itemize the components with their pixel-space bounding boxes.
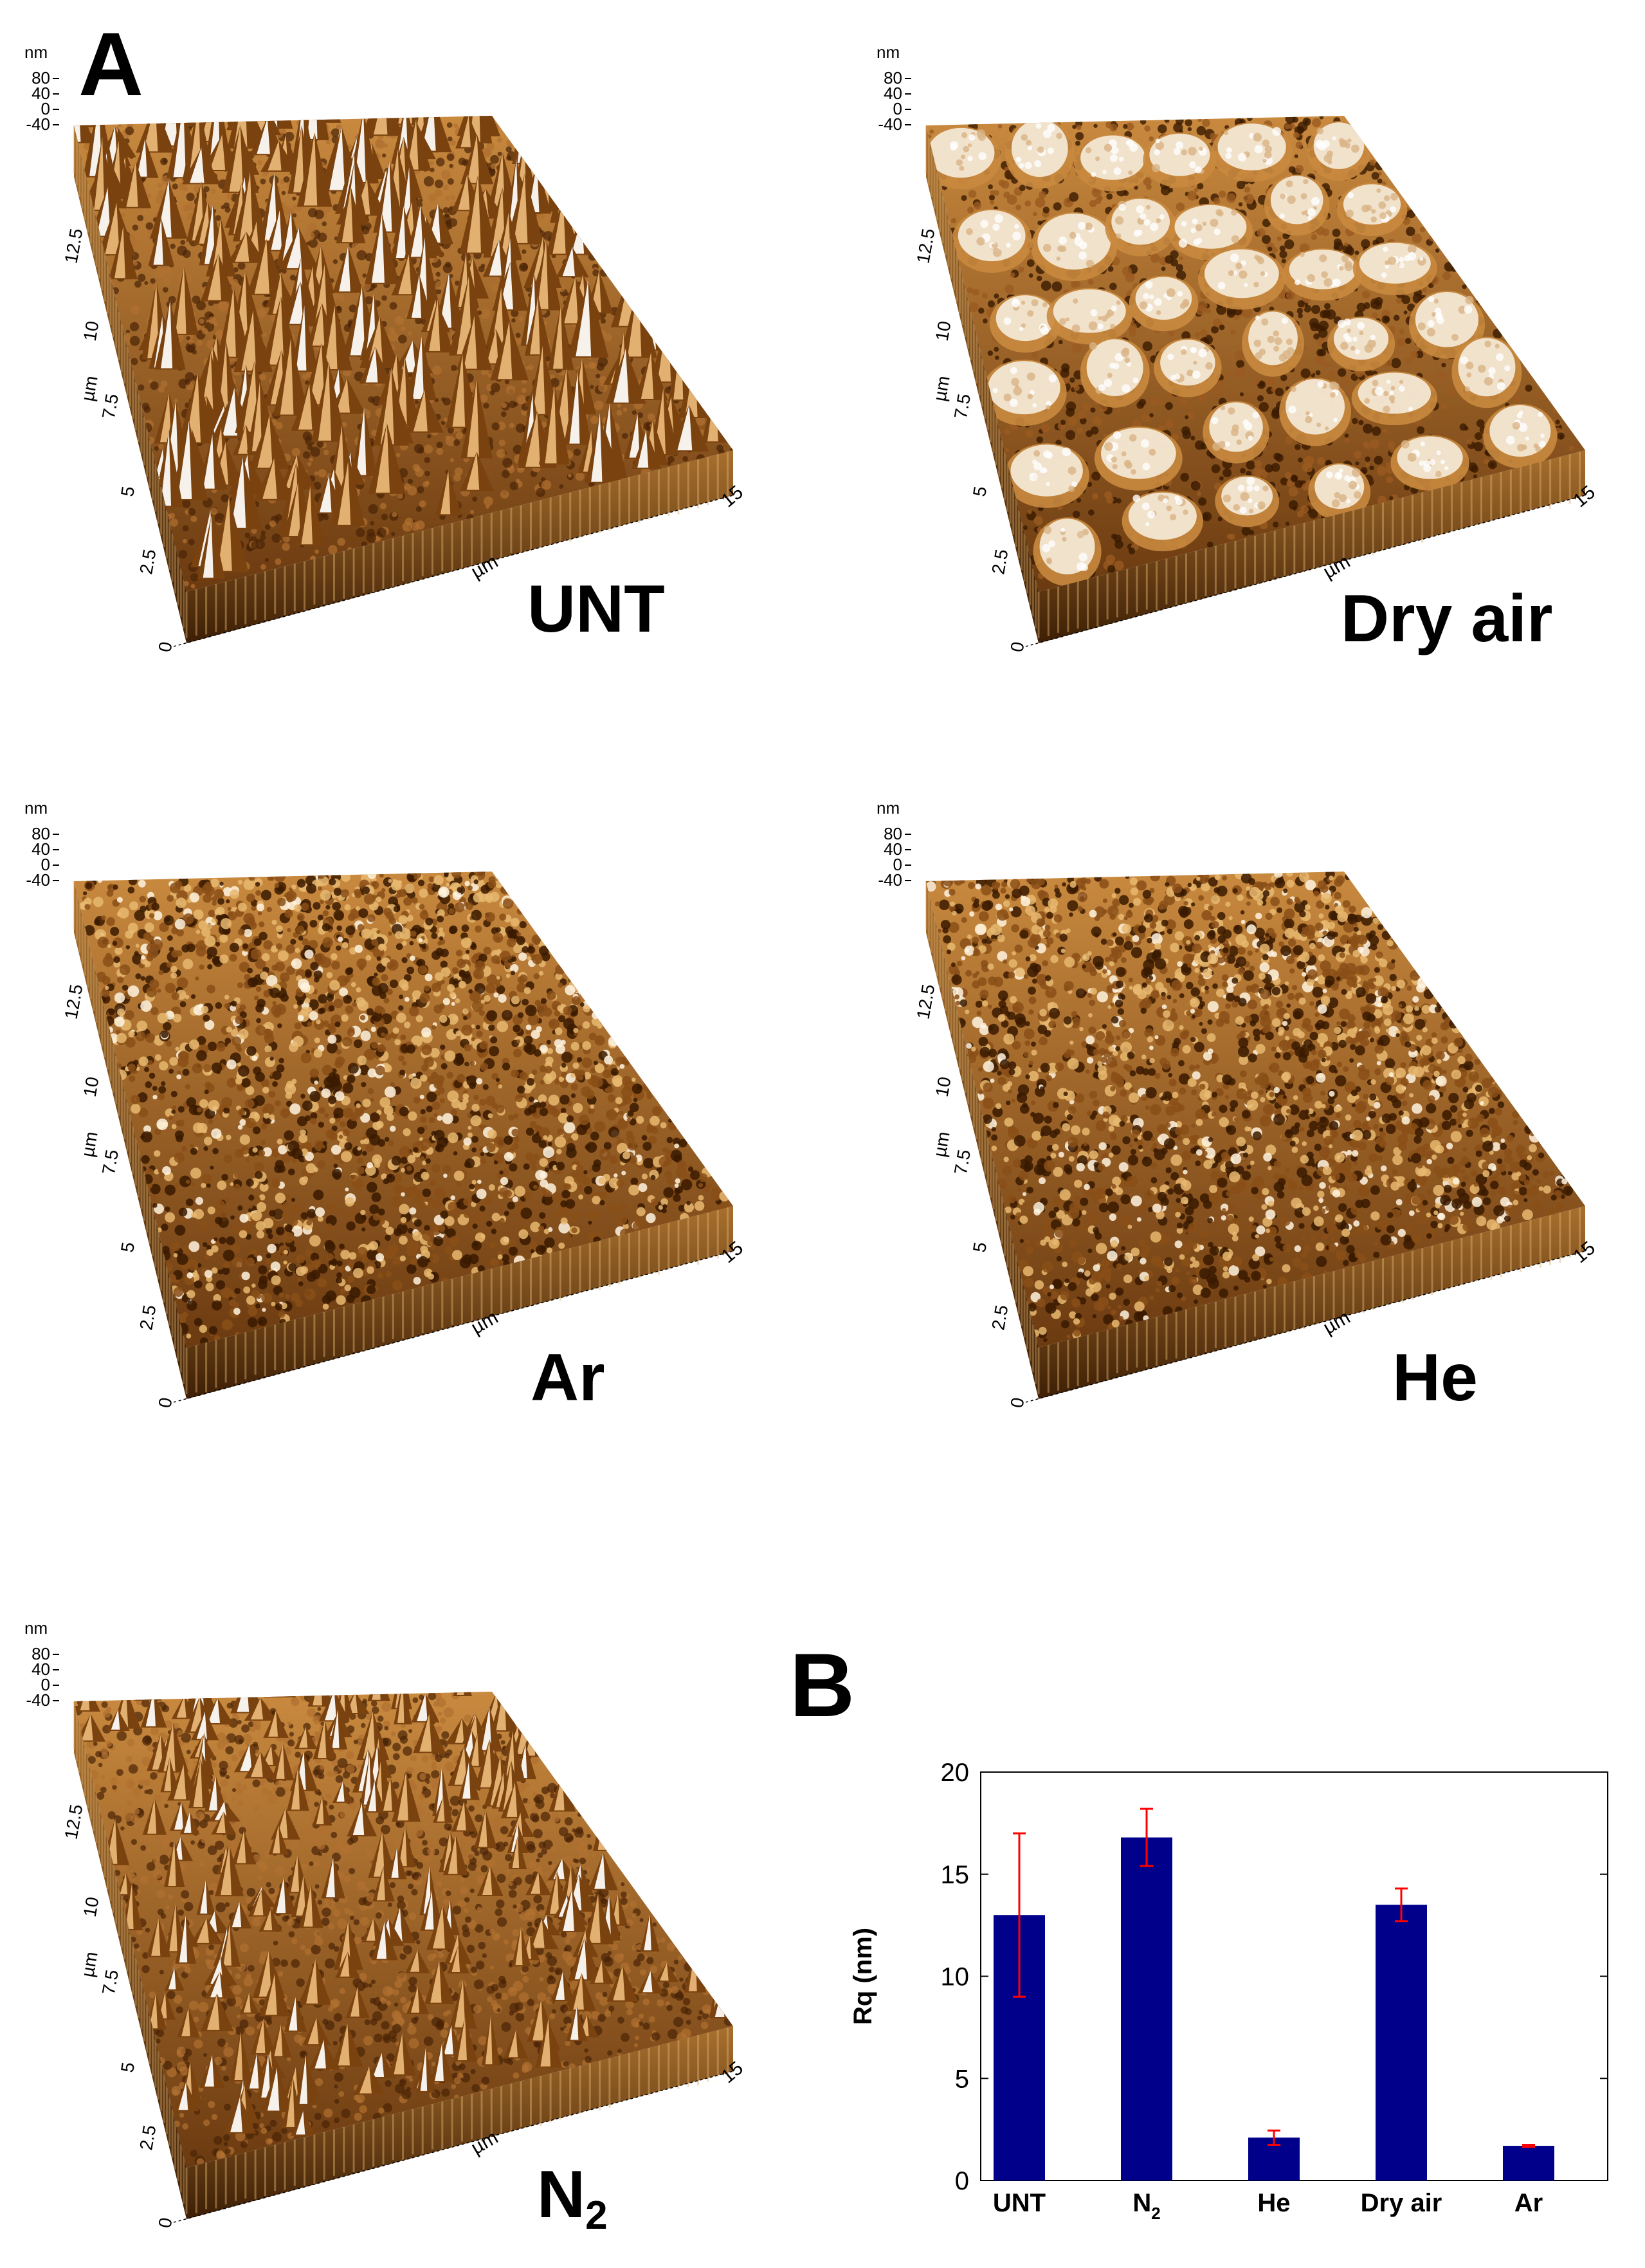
afm-y-tick: 5: [969, 485, 990, 498]
x-tick-label: UNT: [993, 2189, 1046, 2217]
y-axis-label: Rq (nm): [849, 1928, 877, 2025]
afm-left-wall: [74, 881, 186, 1399]
afm-z-tick: 0: [893, 99, 902, 118]
afm-z-tick: 80: [32, 1644, 50, 1663]
afm-z-tick: 80: [884, 824, 902, 843]
afm-y-tick: 2.5: [136, 547, 159, 576]
sample-label-ar: Ar: [531, 1340, 605, 1415]
afm-z-tick: 40: [32, 1660, 50, 1679]
afm-y-tick: 0: [1006, 1396, 1028, 1409]
afm-z-tick: -40: [878, 870, 902, 890]
afm-y-tick: 2.5: [136, 2123, 159, 2152]
afm-y-tick: 2.5: [988, 547, 1012, 576]
afm-z-unit: nm: [24, 798, 48, 818]
y-tick-label: 0: [955, 2167, 969, 2195]
afm-left-wall: [926, 125, 1039, 643]
x-tick-label: Dry air: [1361, 2189, 1442, 2217]
x-tick-label: Ar: [1514, 2189, 1543, 2217]
afm-front-wall: [186, 450, 733, 643]
sample-label-unt: UNT: [527, 572, 665, 646]
afm-panel-he: nm 80 40 0 -40 0 2.5 5 7.5 10 12.5 µm µm 15: [865, 798, 1599, 1418]
afm-y-tick: 10: [932, 320, 955, 343]
afm-y-tick: 0: [1006, 640, 1028, 654]
afm-y-tick: 7.5: [98, 1148, 122, 1176]
rq-bar-chart-svg: 0 5 10 15 20 Rq (nm) UNT N2 He Dry air Ar: [849, 1759, 1608, 2223]
afm-z-tick: 0: [893, 855, 902, 874]
afm-left-wall: [74, 125, 186, 643]
afm-y-tick: 7.5: [950, 392, 974, 421]
afm-panel-unt: nm 80 40 0 -40 0 2.5 5 7.5 10 12.5 µm µm 15: [13, 42, 747, 663]
afm-z-tick: -40: [26, 870, 50, 890]
afm-front-wall: [186, 1206, 733, 1399]
afm-z-unit: nm: [24, 1618, 48, 1638]
afm-y-unit: µm: [929, 1130, 953, 1158]
y-tick-label: 10: [941, 1963, 970, 1991]
afm-y-tick: 12.5: [913, 983, 939, 1021]
afm-z-unit: nm: [877, 42, 900, 62]
afm-y-tick: 12.5: [913, 227, 939, 265]
sample-label-he: He: [1392, 1340, 1478, 1415]
afm-z-tick: -40: [26, 1690, 50, 1710]
afm-z-unit: nm: [877, 798, 900, 818]
bar: [1376, 1905, 1427, 2181]
afm-z-tick: 40: [32, 84, 50, 103]
afm-y-tick: 5: [117, 1241, 138, 1254]
afm-y-tick: 12.5: [61, 227, 87, 265]
afm-z-tick: 0: [41, 1675, 50, 1694]
afm-y-tick: 10: [80, 1075, 103, 1099]
sample-label-n2: N2: [537, 2157, 608, 2238]
afm-panel-n2: nm 80 40 0 -40 0 2.5 5 7.5 10 12.5 µm µm 15: [13, 1618, 747, 2238]
afm-left-wall: [74, 1701, 186, 2219]
afm-y-tick: 10: [80, 320, 103, 343]
x-tick-label: He: [1257, 2189, 1290, 2217]
rq-bar-chart: 0 5 10 15 20 Rq (nm) UNT N2 He Dry air Ar: [836, 1750, 1614, 2226]
afm-z-tick: 40: [884, 839, 902, 859]
afm-y-tick: 2.5: [988, 1303, 1012, 1331]
afm-z-tick: 0: [41, 99, 50, 118]
sample-label-dry-air: Dry air: [1341, 581, 1553, 656]
afm-z-tick: -40: [878, 114, 902, 134]
afm-y-tick: 12.5: [61, 1803, 87, 1841]
afm-y-tick: 2.5: [136, 1303, 159, 1331]
panel-a-label: A: [78, 14, 144, 114]
panel-b-label: B: [790, 1634, 855, 1735]
afm-y-tick: 12.5: [61, 983, 87, 1021]
y-tick-label: 15: [941, 1861, 970, 1889]
afm-y-tick: 10: [932, 1075, 955, 1099]
afm-y-tick: 7.5: [950, 1148, 974, 1176]
y-tick-label: 20: [941, 1759, 970, 1787]
afm-y-tick: 5: [117, 485, 138, 498]
afm-y-unit: µm: [77, 1130, 101, 1158]
afm-y-unit: µm: [929, 374, 953, 403]
x-tick-label: N2: [1132, 2189, 1160, 2223]
afm-y-tick: 5: [117, 2061, 138, 2074]
afm-front-wall: [186, 2026, 733, 2219]
afm-z-unit: nm: [24, 42, 48, 62]
afm-y-tick: 0: [154, 2216, 176, 2229]
y-tick-label: 5: [955, 2065, 969, 2093]
bar: [1121, 1837, 1172, 2181]
afm-z-tick: -40: [26, 114, 50, 134]
afm-front-wall: [1039, 450, 1585, 643]
afm-panel-ar: nm 80 40 0 -40 0 2.5 5 7.5 10 12.5 µm µm 15: [13, 798, 747, 1418]
afm-z-tick: 80: [32, 68, 50, 87]
bar: [1503, 2146, 1554, 2181]
afm-y-tick: 7.5: [98, 392, 122, 421]
afm-panel-dry-air: nm 80 40 0 -40 0 2.5 5 7.5 10 12.5 µm µm 15: [865, 42, 1599, 663]
afm-z-tick: 80: [32, 824, 50, 843]
afm-front-wall: [1039, 1206, 1585, 1399]
afm-left-wall: [926, 881, 1039, 1399]
afm-z-tick: 80: [884, 68, 902, 87]
afm-y-unit: µm: [77, 1950, 101, 1979]
afm-y-tick: 0: [154, 640, 176, 654]
chart-plot-area: [980, 1771, 1608, 2181]
afm-y-unit: µm: [77, 374, 101, 403]
afm-y-tick: 5: [969, 1241, 990, 1254]
afm-z-tick: 40: [32, 839, 50, 859]
afm-z-tick: 0: [41, 855, 50, 874]
afm-z-tick: 40: [884, 84, 902, 103]
afm-y-tick: 7.5: [98, 1968, 122, 1997]
afm-y-tick: 0: [154, 1396, 176, 1409]
afm-y-tick: 10: [80, 1896, 103, 1919]
